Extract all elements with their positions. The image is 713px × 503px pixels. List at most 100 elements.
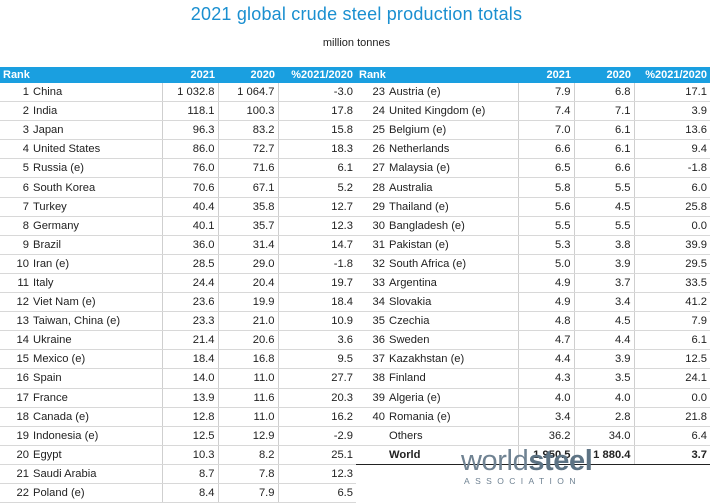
value-2021-cell: 6.5 xyxy=(517,158,574,179)
table-row: 25 Belgium (e) 7.0 6.1 13.6 xyxy=(356,120,710,141)
pct-change-cell: 21.8 xyxy=(633,407,710,427)
value-2021-cell: 5.3 xyxy=(517,235,574,255)
value-2020-cell: 11.0 xyxy=(217,368,278,389)
country-cell: Iran (e) xyxy=(31,254,162,274)
country-cell: South Africa (e) xyxy=(387,254,518,274)
country-cell: Mexico (e) xyxy=(31,349,162,370)
country-cell: Australia xyxy=(387,177,518,198)
pct-change-cell: 24.1 xyxy=(633,368,710,389)
country-cell: Finland xyxy=(387,368,518,389)
value-2020-cell: 12.9 xyxy=(217,426,278,446)
rank-cell: 18 xyxy=(0,407,31,427)
table-row: 27 Malaysia (e) 6.5 6.6 -1.8 xyxy=(356,158,710,179)
table-row: 11 Italy 24.4 20.4 19.7 xyxy=(0,273,356,294)
value-2020-cell: 3.5 xyxy=(573,368,634,389)
pct-change-cell: 5.2 xyxy=(277,177,356,198)
pct-change-cell: -2.9 xyxy=(277,426,356,446)
value-2020-cell: 20.6 xyxy=(217,330,278,351)
value-2021-cell: 7.4 xyxy=(517,101,574,122)
value-2020-cell: 6.1 xyxy=(573,139,634,160)
value-2021-cell: 28.5 xyxy=(161,254,218,274)
country-cell: Netherlands xyxy=(387,139,518,160)
pct-change-cell: 6.4 xyxy=(633,426,710,446)
value-2021-cell: 10.3 xyxy=(161,445,218,465)
table-row: 29 Thailand (e) 5.6 4.5 25.8 xyxy=(356,197,710,217)
rank-cell: 4 xyxy=(0,139,31,160)
rank-cell: 12 xyxy=(0,292,31,313)
table-row: 10 Iran (e) 28.5 29.0 -1.8 xyxy=(0,254,356,274)
table-row: 17 France 13.9 11.6 20.3 xyxy=(0,388,356,408)
table-row: 14 Ukraine 21.4 20.6 3.6 xyxy=(0,330,356,351)
rank-cell: 39 xyxy=(356,388,387,408)
pct-change-cell: -3.0 xyxy=(277,83,356,103)
rank-cell: 9 xyxy=(0,235,31,255)
rank-cell: 14 xyxy=(0,330,31,351)
table-row: 9 Brazil 36.0 31.4 14.7 xyxy=(0,235,356,255)
rank-cell: 16 xyxy=(0,368,31,389)
value-2021-cell: 86.0 xyxy=(161,139,218,160)
pct-change-cell: 6.0 xyxy=(633,177,710,198)
table-row: 12 Viet Nam (e) 23.6 19.9 18.4 xyxy=(0,292,356,313)
world-2021: 1 950.5 xyxy=(517,444,574,465)
value-2021-cell: 40.4 xyxy=(161,197,218,217)
country-cell: Japan xyxy=(31,120,162,141)
rank-cell: 31 xyxy=(356,235,387,255)
header-2021: 2021 xyxy=(518,67,574,83)
pct-change-cell: 7.9 xyxy=(633,311,710,332)
pct-change-cell: 12.5 xyxy=(633,349,710,370)
country-cell: Belgium (e) xyxy=(387,120,518,141)
value-2021-cell: 118.1 xyxy=(161,101,218,122)
table-row: 40 Romania (e) 3.4 2.8 21.8 xyxy=(356,407,710,427)
value-2021-cell: 4.8 xyxy=(517,311,574,332)
value-2020-cell: 4.5 xyxy=(573,311,634,332)
value-2020-cell: 7.9 xyxy=(217,483,278,503)
pct-change-cell: 18.4 xyxy=(277,292,356,313)
pct-change-cell: 15.8 xyxy=(277,120,356,141)
value-2020-cell: 34.0 xyxy=(573,426,634,446)
pct-change-cell: 6.1 xyxy=(633,330,710,351)
rank-cell: 30 xyxy=(356,216,387,236)
country-cell: Slovakia xyxy=(387,292,518,313)
value-2021-cell: 5.8 xyxy=(517,177,574,198)
table-row: 20 Egypt 10.3 8.2 25.1 xyxy=(0,445,356,465)
value-2020-cell: 67.1 xyxy=(217,177,278,198)
country-cell: Viet Nam (e) xyxy=(31,292,162,313)
rank-cell: 8 xyxy=(0,216,31,236)
table-row: 5 Russia (e) 76.0 71.6 6.1 xyxy=(0,158,356,179)
value-2021-cell: 12.8 xyxy=(161,407,218,427)
table-row: 39 Algeria (e) 4.0 4.0 0.0 xyxy=(356,388,710,408)
value-2020-cell: 3.7 xyxy=(573,273,634,294)
rank-cell: 25 xyxy=(356,120,387,141)
country-cell: Canada (e) xyxy=(31,407,162,427)
value-2021-cell: 36.2 xyxy=(517,426,574,446)
header-2020: 2020 xyxy=(574,67,634,83)
country-cell: France xyxy=(31,388,162,408)
value-2021-cell: 4.4 xyxy=(517,349,574,370)
table-row: 3 Japan 96.3 83.2 15.8 xyxy=(0,120,356,141)
header-rank: Rank xyxy=(356,67,518,83)
value-2021-cell: 7.9 xyxy=(517,83,574,103)
world-pct: 3.7 xyxy=(633,444,710,465)
table-row: 36 Sweden 4.7 4.4 6.1 xyxy=(356,330,710,351)
value-2020-cell: 16.8 xyxy=(217,349,278,370)
pct-change-cell: 41.2 xyxy=(633,292,710,313)
pct-change-cell: 14.7 xyxy=(277,235,356,255)
rank-cell: 22 xyxy=(0,483,31,503)
country-cell: Thailand (e) xyxy=(387,197,518,217)
pct-change-cell: 29.5 xyxy=(633,254,710,274)
value-2021-cell: 7.0 xyxy=(517,120,574,141)
table-row: 33 Argentina 4.9 3.7 33.5 xyxy=(356,273,710,294)
table-row: 15 Mexico (e) 18.4 16.8 9.5 xyxy=(0,349,356,370)
world-label: World xyxy=(387,444,518,465)
pct-change-cell: 25.1 xyxy=(277,445,356,465)
rank-cell: 3 xyxy=(0,120,31,141)
country-cell: Malaysia (e) xyxy=(387,158,518,179)
value-2021-cell: 21.4 xyxy=(161,330,218,351)
value-2020-cell: 20.4 xyxy=(217,273,278,294)
value-2021-cell: 4.7 xyxy=(517,330,574,351)
page-subtitle: million tonnes xyxy=(322,37,391,49)
rank-cell: 21 xyxy=(0,464,31,484)
value-2021-cell: 4.0 xyxy=(517,388,574,408)
table-row: 24 United Kingdom (e) 7.4 7.1 3.9 xyxy=(356,101,710,122)
value-2020-cell: 6.8 xyxy=(573,83,634,103)
